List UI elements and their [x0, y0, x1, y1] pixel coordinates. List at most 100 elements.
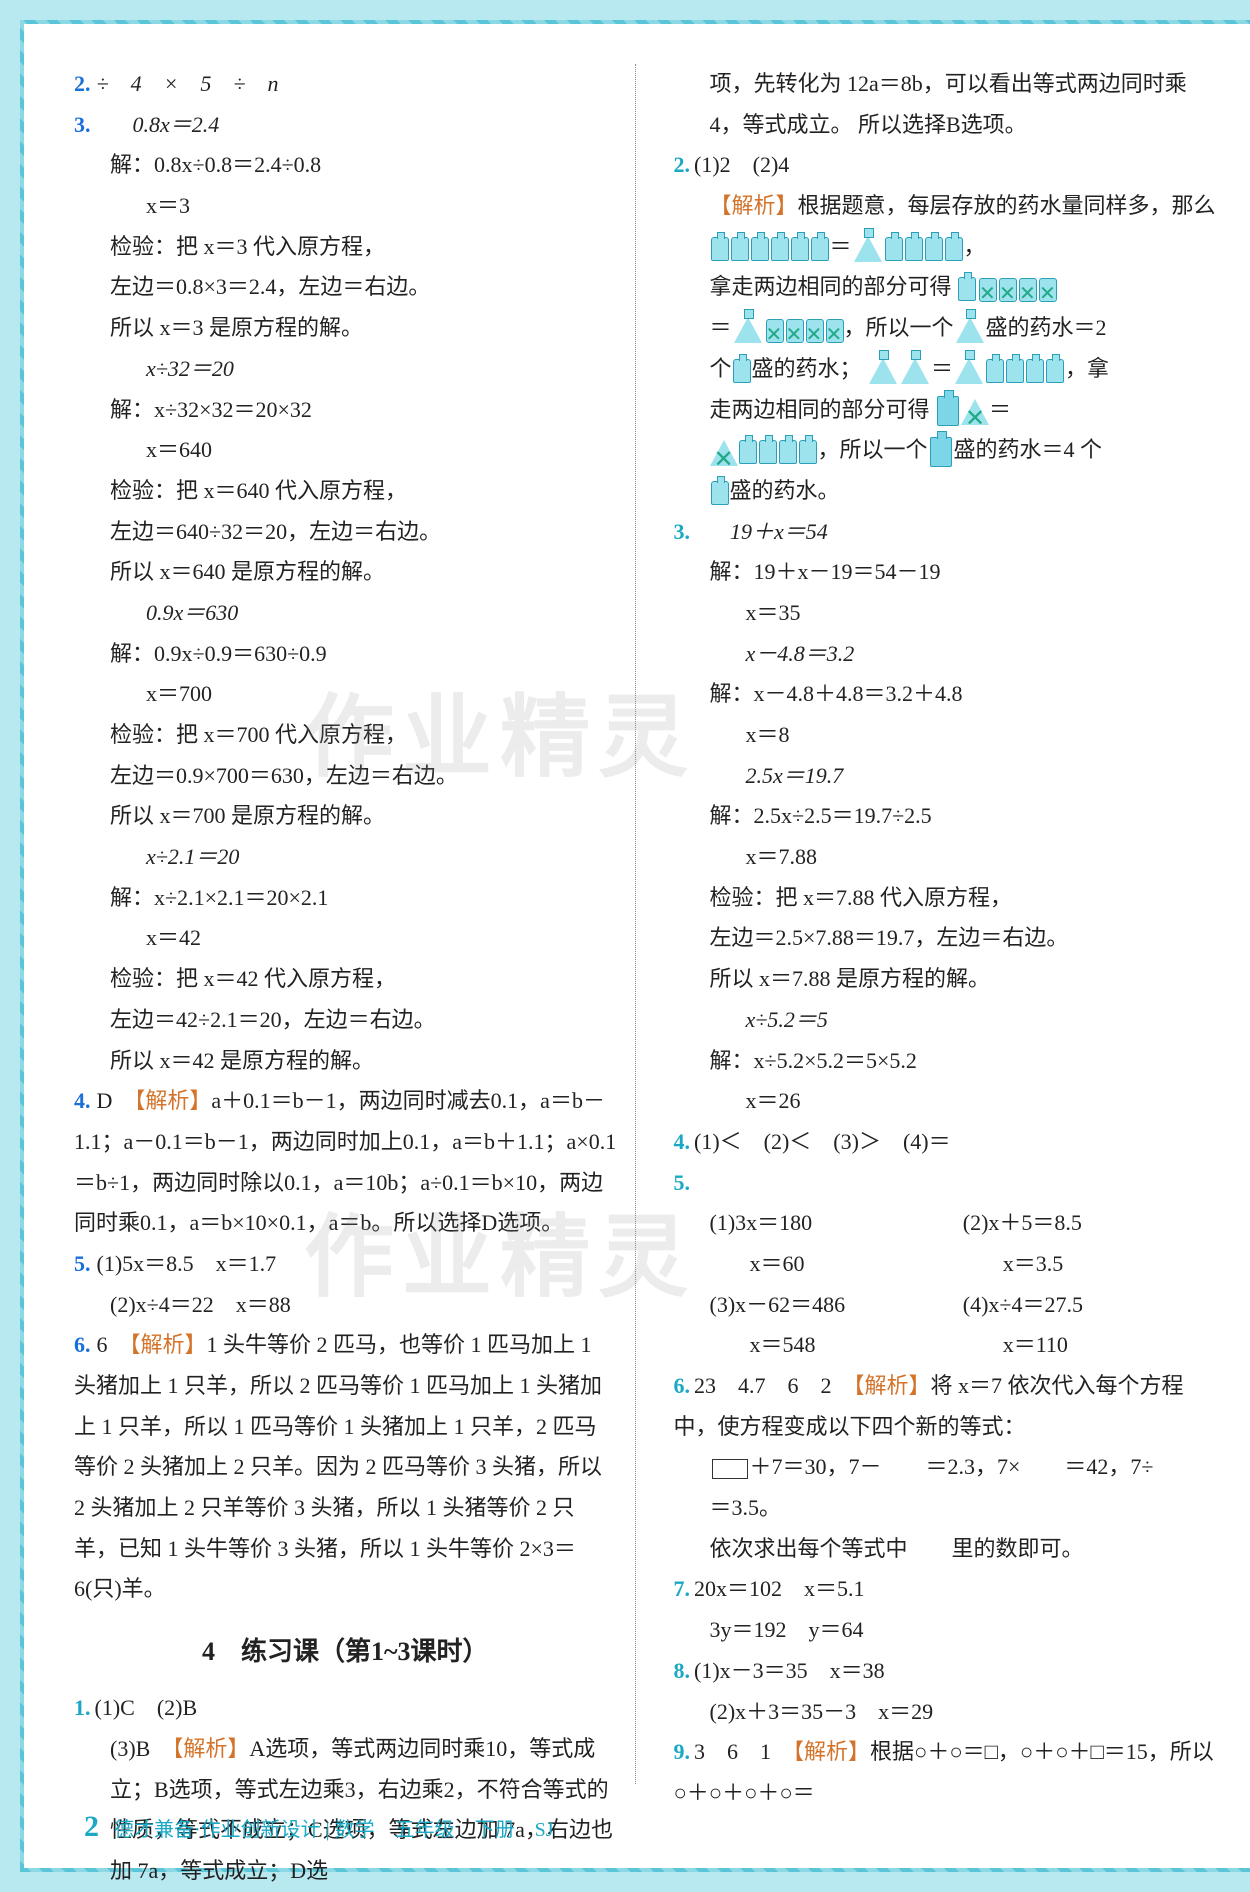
cell: (4)x÷4＝27.5	[963, 1285, 1216, 1326]
r-q2-analysis: 【解析】根据题意，每层存放的药水量同样多，那么 ＝，	[674, 186, 1217, 267]
bottle-crossed-icon	[997, 276, 1017, 302]
r-q4: 4.(1)＜ (2)＜ (3)＞ (4)＝	[674, 1122, 1217, 1163]
q3-l10: 左边＝640÷32＝20，左边＝右边。	[74, 512, 617, 553]
flask-icon	[869, 358, 897, 384]
bottle-crossed-icon	[1037, 276, 1057, 302]
r-q6-num: 6.	[674, 1373, 691, 1398]
p4-q1-num: 1.	[74, 1695, 91, 1720]
r-q3-l6: 2.5x＝19.7	[674, 756, 1217, 797]
r-q2-l6: ，所以一个盛的药水＝4 个	[674, 430, 1217, 471]
r-q9-num: 9.	[674, 1739, 691, 1764]
bottle-icon	[791, 237, 809, 261]
analysis-label: 【解析】	[793, 1739, 870, 1764]
r-q3-l14: x＝26	[674, 1081, 1217, 1122]
r-q3-head: 3.19＋x＝54	[674, 512, 1217, 553]
q3-l13: 解：0.9x÷0.9＝630÷0.9	[74, 634, 617, 675]
r-q5-num: 5.	[674, 1170, 691, 1195]
cell: x＝60	[710, 1244, 963, 1285]
flask-crossed-icon	[961, 397, 989, 425]
q3-l1: 解：0.8x÷0.8＝2.4÷0.8	[74, 145, 617, 186]
r-q2-head: 2.(1)2 (2)4	[674, 145, 1217, 186]
footer-text: 德才兼备·作业创新设计 | 数学 五年级 下册 SJ	[114, 1819, 554, 1841]
bottle-crossed-icon	[804, 317, 824, 343]
r-q3-l5: x＝8	[674, 715, 1217, 756]
bottle-icon	[925, 237, 943, 261]
bottle-crossed-icon	[784, 317, 804, 343]
bottle-crossed-icon	[1017, 276, 1037, 302]
r-q7-num: 7.	[674, 1576, 691, 1601]
bottle-icon	[1006, 359, 1024, 383]
r-q4-num: 4.	[674, 1129, 691, 1154]
r-q5-head: 5.	[674, 1163, 1217, 1204]
analysis-label: 【解析】	[134, 1088, 211, 1113]
flask-icon	[901, 358, 929, 384]
flask-icon	[956, 317, 984, 343]
q2: 2.÷ 4 × 5 ÷ n	[74, 64, 617, 105]
analysis-label: 【解析】	[130, 1332, 207, 1357]
bottle-icon	[731, 237, 749, 261]
r-q8: 8.(1)x－3＝35 x＝38	[674, 1651, 1217, 1692]
r-q2-l3: ＝，所以一个盛的药水＝2	[674, 308, 1217, 349]
q2-num: 2.	[74, 71, 91, 96]
r-cont: 项，先转化为 12a＝8b，可以看出等式两边同时乘 4，等式成立。 所以选择B选…	[674, 64, 1217, 145]
bottle-crossed-icon	[824, 317, 844, 343]
q3-l7: 解：x÷32×32＝20×32	[74, 390, 617, 431]
r-q3-l4: 解：x－4.8＋4.8＝3.2＋4.8	[674, 674, 1217, 715]
r-q5-grid: (1)3x＝180 (2)x＋5＝8.5 x＝60 x＝3.5 (3)x－62＝…	[674, 1203, 1217, 1366]
q3-l15: 检验：把 x＝700 代入原方程，	[74, 715, 617, 756]
q5-p2: (2)x÷4＝22 x＝88	[74, 1285, 617, 1326]
q3-num: 3.	[74, 112, 91, 137]
r-q2-num: 2.	[674, 152, 691, 177]
r-q3-l1: 解：19＋x－19＝54－19	[674, 552, 1217, 593]
bottle-icon	[986, 359, 1004, 383]
q3-l12: 0.9x＝630	[74, 593, 617, 634]
page-root: 作业精灵 作业精灵 2.÷ 4 × 5 ÷ n 3.0.8x＝2.4 解：0.8…	[20, 20, 1250, 1872]
q3-l18: x÷2.1＝20	[74, 837, 617, 878]
q3-l16: 左边＝0.9×700＝630，左边＝右边。	[74, 756, 617, 797]
bottle-icon	[905, 237, 923, 261]
bottle-crossed-icon	[977, 276, 997, 302]
bottle-crossed-icon	[764, 317, 784, 343]
q4: 4.D 【解析】a＋0.1＝b－1，两边同时减去0.1，a＝b－1.1；a－0.…	[74, 1081, 617, 1244]
q5-num: 5.	[74, 1251, 91, 1276]
r-q3-l3: x－4.8＝3.2	[674, 634, 1217, 675]
q3-l23: 所以 x＝42 是原方程的解。	[74, 1041, 617, 1082]
r-q3-l7: 解：2.5x÷2.5＝19.7÷2.5	[674, 796, 1217, 837]
analysis-label: 【解析】	[710, 193, 798, 218]
r-q3-l11: 所以 x＝7.88 是原方程的解。	[674, 959, 1217, 1000]
r-q6-t2: 依次求出每个等式中 里的数即可。	[674, 1529, 1217, 1570]
bottle-icon	[751, 237, 769, 261]
r-q3-num: 3.	[674, 519, 691, 544]
r-q3-l8: x＝7.88	[674, 837, 1217, 878]
r-q7: 7.20x＝102 x＝5.1	[674, 1569, 1217, 1610]
bottle-icon	[771, 237, 789, 261]
bottle-icon	[739, 440, 757, 464]
q3-l11: 所以 x＝640 是原方程的解。	[74, 552, 617, 593]
bottle-icon	[1046, 359, 1064, 383]
analysis-label: 【解析】	[172, 1736, 249, 1761]
bottle-icon	[958, 277, 976, 301]
cell: x＝110	[963, 1325, 1216, 1366]
bottle-icon	[733, 359, 751, 383]
r-q6: 6.23 4.7 6 2 【解析】将 x＝7 依次代入每个方程中，使方程变成以下…	[674, 1366, 1217, 1447]
q6: 6.6 【解析】1 头牛等价 2 匹马，也等价 1 匹马加上 1 头猪加上 1 …	[74, 1325, 617, 1610]
r-q3-l13: 解：x÷5.2×5.2＝5×5.2	[674, 1041, 1217, 1082]
bottle-icon	[711, 237, 729, 261]
r-q3-l10: 左边＝2.5×7.88＝19.7，左边＝右边。	[674, 918, 1217, 959]
r-q9: 9.3 6 1 【解析】根据○＋○＝□，○＋○＋□＝15，所以○＋○＋○＋○＝	[674, 1732, 1217, 1813]
q6-num: 6.	[74, 1332, 91, 1357]
q3-l8: x＝640	[74, 430, 617, 471]
r-q7-2: 3y＝192 y＝64	[674, 1610, 1217, 1651]
jar-icon	[930, 437, 952, 467]
cell: (3)x－62＝486	[710, 1285, 963, 1326]
cell: (1)3x＝180	[710, 1203, 963, 1244]
bottle-icon	[779, 440, 797, 464]
bottle-icon	[711, 481, 729, 505]
q3-l20: x＝42	[74, 918, 617, 959]
two-column-layout: 2.÷ 4 × 5 ÷ n 3.0.8x＝2.4 解：0.8x÷0.8＝2.4÷…	[74, 64, 1216, 1784]
q3-l2: x＝3	[74, 186, 617, 227]
r-q3-l12: x÷5.2＝5	[674, 1000, 1217, 1041]
bottle-icon	[759, 440, 777, 464]
q3-l5: 所以 x＝3 是原方程的解。	[74, 308, 617, 349]
bottle-icon	[811, 237, 829, 261]
